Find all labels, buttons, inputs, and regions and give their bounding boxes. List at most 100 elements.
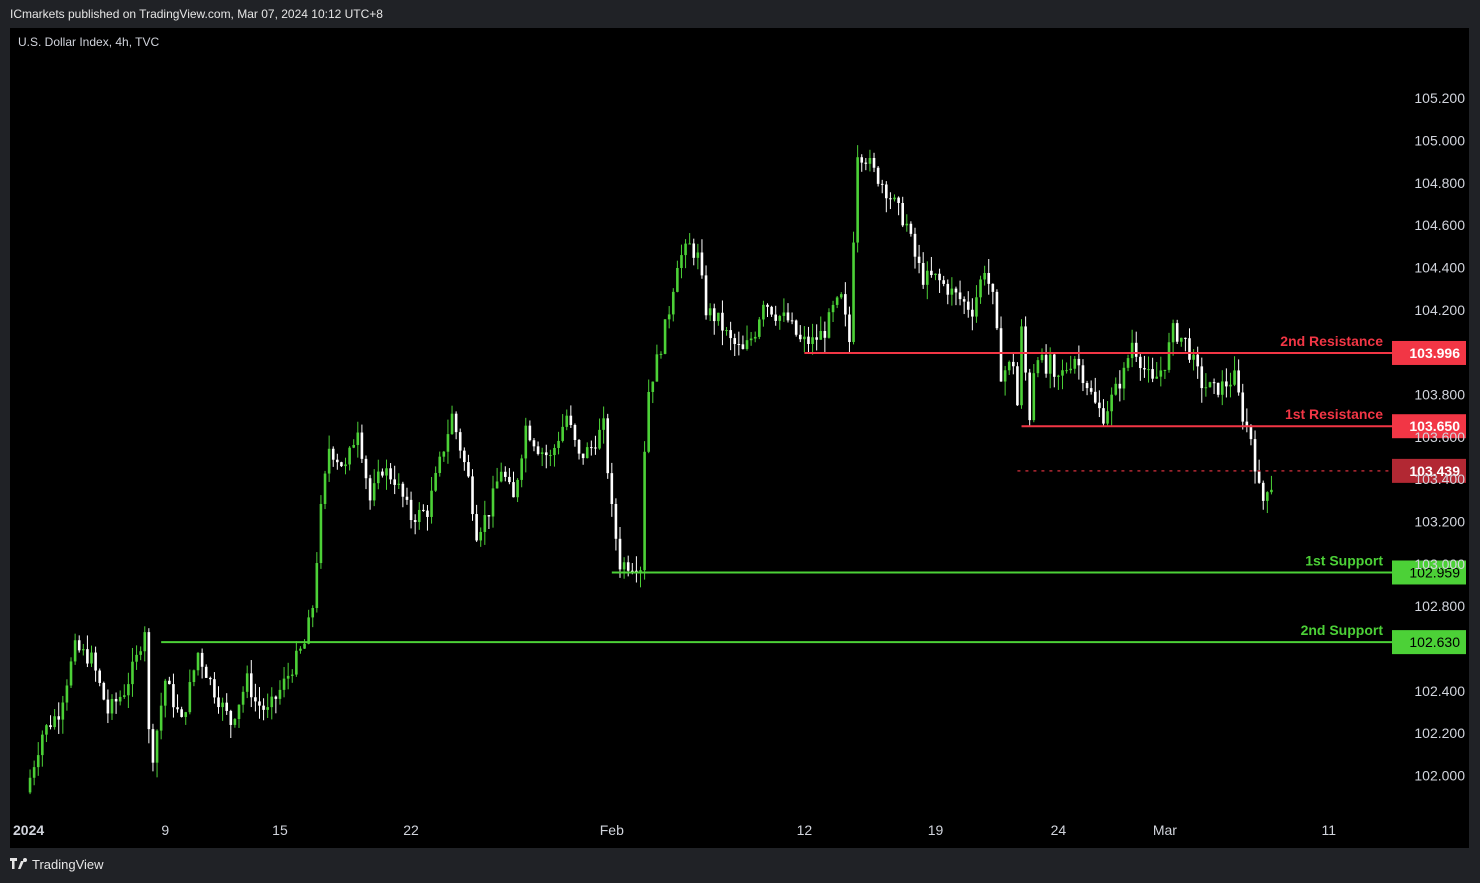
candle-body: [868, 157, 872, 164]
candle-body: [774, 314, 777, 321]
candle-body: [954, 288, 958, 293]
candle-body: [647, 391, 650, 452]
candle-body: [479, 531, 483, 541]
candle-body: [352, 445, 356, 448]
candle-body: [590, 447, 593, 449]
price-tick-label: 103.600: [1414, 429, 1465, 445]
candle-body: [262, 705, 265, 710]
candle-body: [57, 716, 61, 720]
candle-body: [1093, 391, 1097, 403]
candle-body: [1073, 358, 1077, 369]
candle-body: [376, 471, 380, 484]
candle-body: [315, 563, 319, 609]
candle-body: [1016, 366, 1019, 406]
time-tick-label: 24: [1051, 822, 1067, 838]
candle-body: [1036, 360, 1040, 374]
candle-body: [1229, 384, 1232, 387]
candle-body: [417, 509, 421, 523]
candle-body: [114, 698, 118, 702]
candle-body: [1007, 361, 1011, 371]
candle-body: [110, 698, 114, 714]
candle-body: [712, 308, 716, 322]
candle-body: [458, 432, 462, 451]
candle-body: [73, 640, 77, 662]
candle-body: [803, 336, 806, 340]
candle-body: [790, 320, 794, 322]
price-tag-label: 102.959: [1409, 564, 1460, 580]
candle-body: [98, 670, 101, 683]
time-tick-label: 22: [403, 822, 419, 838]
candle-body: [1024, 326, 1027, 373]
candle-body: [585, 447, 589, 459]
candle-body: [32, 767, 36, 778]
candle-body: [49, 725, 52, 728]
price-chart[interactable]: U.S. Dollar Index, 4h, TVC 2nd Resistanc…: [10, 28, 1469, 848]
time-tick-label: Feb: [600, 822, 624, 838]
candle-body: [471, 476, 474, 515]
candle-body: [290, 674, 294, 676]
candle-body: [360, 432, 364, 459]
candle-body: [651, 381, 655, 392]
candle-body: [282, 678, 286, 690]
time-axis[interactable]: 2024 9 15 22 Feb 12 19 24 Mar 11: [13, 822, 1336, 838]
candle-body: [188, 682, 192, 713]
candle-body: [798, 334, 802, 340]
candle-body: [393, 479, 396, 485]
candle-body: [577, 439, 581, 454]
candle-body: [889, 198, 892, 200]
candle-body: [143, 632, 147, 652]
level-label: 2nd Support: [1301, 622, 1384, 638]
candle-body: [557, 440, 560, 448]
publish-bar: ICmarkets published on TradingView.com, …: [0, 0, 1480, 28]
price-tick-label: 104.600: [1414, 217, 1465, 233]
candle-body: [438, 456, 442, 473]
candle-body: [184, 712, 188, 717]
candle-body: [499, 471, 503, 482]
candle-body: [704, 275, 708, 316]
price-tick-label: 104.200: [1414, 302, 1465, 318]
candle-body: [844, 294, 847, 315]
candle-body: [631, 570, 634, 572]
candle-body: [1188, 338, 1191, 360]
candle-body: [196, 652, 200, 671]
candle-body: [61, 702, 65, 720]
candle-body: [708, 308, 712, 316]
candle-body: [655, 354, 659, 382]
price-tag: [1392, 458, 1466, 483]
footer-bar: [0, 848, 1480, 883]
candle-body: [368, 478, 372, 501]
candle-body: [905, 223, 909, 226]
candle-body: [1192, 354, 1195, 360]
candle-body: [86, 649, 89, 664]
candle-body: [163, 680, 167, 706]
candle-body: [991, 283, 995, 292]
candle-body: [934, 273, 937, 276]
price-tick-label: 102.400: [1414, 683, 1465, 699]
candle-body: [401, 483, 405, 497]
brand-label: TradingView: [32, 857, 104, 872]
candle-body: [909, 223, 913, 234]
candle-body: [307, 617, 310, 644]
candle-body: [626, 562, 630, 571]
candle-body: [692, 243, 696, 258]
candle-body: [528, 425, 532, 441]
candle-body: [503, 471, 507, 477]
tradingview-logo[interactable]: TradingView: [10, 857, 104, 872]
candle-body: [254, 697, 257, 702]
candle-body: [540, 452, 544, 454]
candle-body: [966, 301, 970, 310]
candle-body: [344, 464, 347, 467]
candle-body: [209, 677, 212, 680]
time-tick-label: 19: [928, 822, 944, 838]
candle-body: [1098, 402, 1101, 409]
candle-body: [1126, 358, 1130, 368]
candle-body: [385, 468, 388, 476]
candle-body: [622, 562, 626, 570]
chart-area[interactable]: U.S. Dollar Index, 4h, TVC 2nd Resistanc…: [10, 28, 1469, 848]
candle-body: [1270, 489, 1273, 493]
price-axis[interactable]: 105.200 105.000 104.800 104.600 104.400 104.2…: [1414, 90, 1465, 783]
candle-body: [1151, 369, 1154, 379]
candle-body: [327, 448, 331, 474]
candle-body: [962, 299, 966, 302]
candle-body: [852, 242, 855, 343]
